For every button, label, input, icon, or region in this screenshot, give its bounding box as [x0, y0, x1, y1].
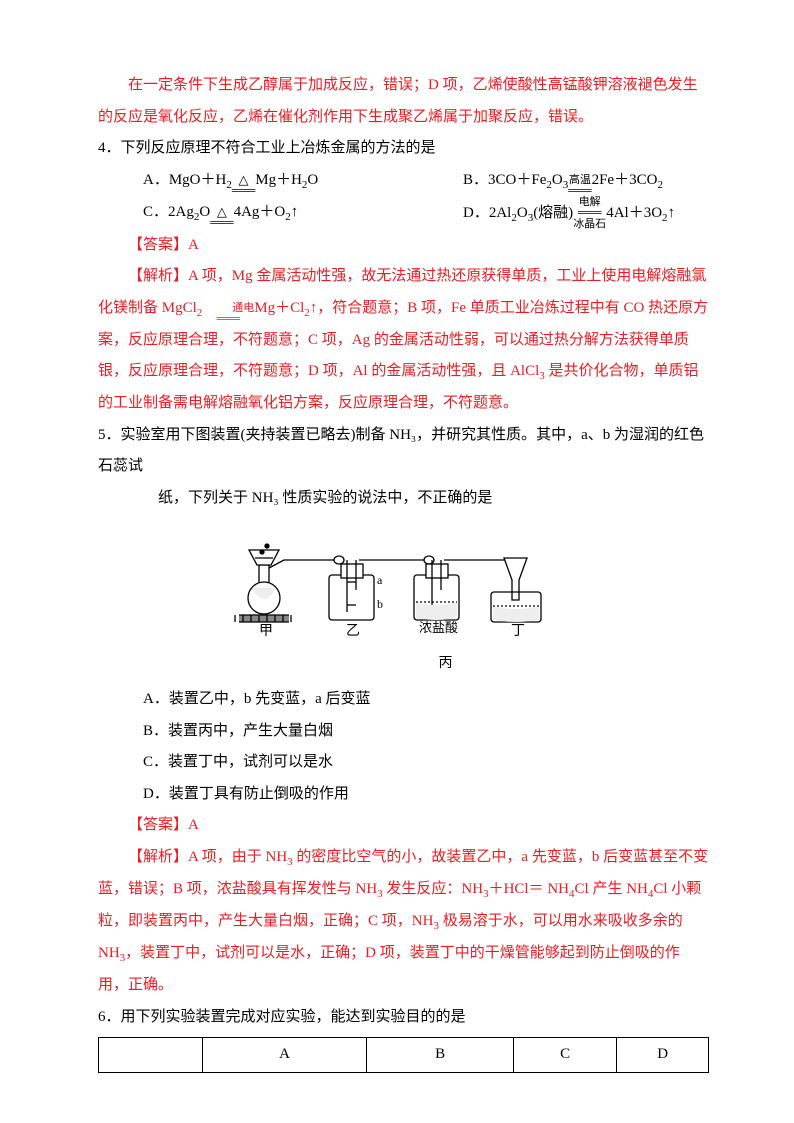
q5-optB: B．装置丙中，产生大量白烟 [143, 716, 709, 748]
q6-stem: 6．用下列实验装置完成对应实验，能达到实验目的的是 [98, 1002, 709, 1034]
cap-ding: 丁 [511, 624, 525, 639]
prev-explain-tail: 在一定条件下生成乙醇属于加成反应，错误；D 项，乙烯使酸性高锰酸钾溶液褪色发生的… [98, 70, 709, 133]
q5-optA: A．装置乙中，b 先变蓝，a 后变蓝 [143, 684, 709, 716]
q4-explain: 【解析】A 项，Mg 金属活动性强，故无法通过热还原获得单质，工业上使用电解熔融… [98, 261, 709, 420]
cap-jia: 甲 [259, 624, 273, 639]
q4-optC: C．2Ag2O△═══4Ag＋O2↑ [143, 197, 463, 230]
apparatus-svg: a b 甲 乙 浓盐酸 丁 [229, 520, 579, 640]
q5-explain: 【解析】A 项，由于 NH3 的密度比空气的小，故装置乙中，a 先变蓝，b 后变… [98, 842, 709, 1002]
q6-th-C: C [513, 1038, 617, 1073]
q5-stem-b: 纸，下列关于 NH₃ 性质实验的说法中，不正确的是 [98, 483, 709, 515]
q4-row2: C．2Ag2O△═══4Ag＋O2↑ D．2Al2O3(熔融)电解═══冰晶石4… [98, 197, 709, 230]
q5-optC: C．装置丁中，试剂可以是水 [143, 747, 709, 779]
q5-figure: a b 甲 乙 浓盐酸 丁 甲 乙 丙 丁 [98, 520, 709, 678]
label-a: a [377, 573, 383, 587]
q4-row1: A．MgO＋H2△═══Mg＋H2O B．3CO＋Fe2O3高温═══2Fe＋3… [98, 165, 709, 197]
cap-bing: 丙 [439, 649, 453, 678]
q6-th-D: D [617, 1038, 709, 1073]
q6-table: A B C D [98, 1037, 709, 1073]
q4-D-label: D． [463, 205, 489, 221]
q4-optB: B．3CO＋Fe2O3高温═══2Fe＋3CO2 [463, 165, 663, 197]
q4-D-cond-bot: 冰晶石 [573, 219, 606, 230]
cap-bing-top: 浓盐酸 [419, 620, 458, 635]
q4-B-label: B． [463, 172, 488, 188]
cap-yi: 乙 [346, 623, 360, 639]
q6-th-B: B [367, 1038, 513, 1073]
label-b: b [377, 597, 383, 611]
q4-optA: A．MgO＋H2△═══Mg＋H2O [143, 165, 463, 197]
table-row: A B C D [99, 1038, 709, 1073]
q4-A-label: A． [143, 172, 169, 188]
q6-th-A: A [202, 1038, 367, 1073]
q6-th-empty [99, 1038, 203, 1073]
q4-answer: 【答案】A [98, 230, 709, 262]
q4-C-label: C． [143, 204, 168, 220]
fig-caption-row: 甲 乙 丙 丁 [98, 649, 709, 678]
q4-optD: D．2Al2O3(熔融)电解═══冰晶石4Al＋3O2↑ [463, 197, 675, 230]
q5-answer: 【答案】A [98, 810, 709, 842]
q5-stem-a: 5．实验室用下图装置(夹持装置已略去)制备 NH₃，并研究其性质。其中，a、b … [98, 420, 709, 483]
q5-optD: D．装置丁具有防止倒吸的作用 [143, 779, 709, 811]
q4-stem: 4．下列反应原理不符合工业上冶炼金属的方法的是 [98, 133, 709, 165]
